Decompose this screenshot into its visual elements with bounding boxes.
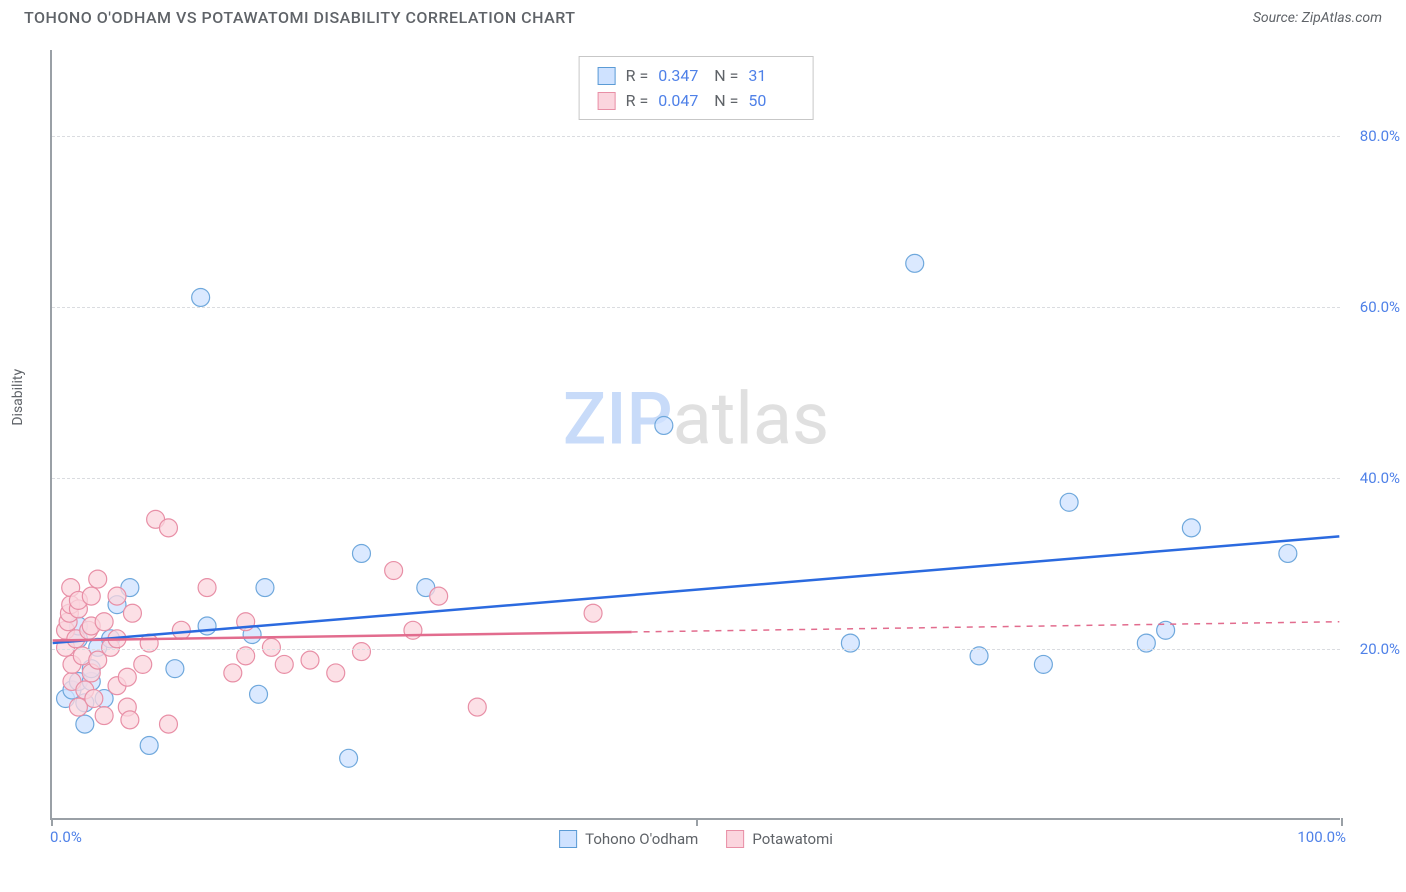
stat-label: R =: [626, 66, 649, 85]
data-point: [1182, 519, 1200, 537]
stats-box: R = 0.347 N = 31 R = 0.047 N = 50: [579, 56, 814, 120]
data-point: [159, 519, 177, 537]
data-point: [262, 638, 280, 656]
data-point: [166, 660, 184, 678]
data-point: [82, 587, 100, 605]
stat-label: N =: [714, 66, 738, 85]
data-point: [198, 579, 216, 597]
data-point: [172, 621, 190, 639]
data-point: [275, 655, 293, 673]
data-point: [123, 604, 141, 622]
legend-swatch: [559, 830, 577, 848]
data-point: [1034, 655, 1052, 673]
data-point: [159, 715, 177, 733]
plot-area: ZIPatlas R =0.347N =31R =0.047N =50 Toho…: [50, 50, 1340, 820]
gridline: [52, 649, 1340, 650]
data-point: [192, 288, 210, 306]
stat-label: N =: [714, 91, 738, 110]
y-tick-label: 40.0%: [1345, 469, 1400, 487]
data-point: [385, 562, 403, 580]
x-tick-label: 100.0%: [1297, 828, 1346, 846]
gridline: [52, 136, 1340, 137]
data-point: [121, 711, 139, 729]
y-axis-label: Disability: [10, 369, 26, 426]
data-point: [340, 749, 358, 767]
legend-swatch: [598, 92, 616, 110]
data-point: [906, 254, 924, 272]
chart-svg: [52, 50, 1340, 818]
x-tick-label: 0.0%: [50, 828, 82, 846]
gridline: [52, 307, 1340, 308]
stats-row: R = 0.347 N = 31: [598, 63, 795, 88]
stat-value: 31: [748, 66, 794, 85]
legend-item: Tohono O'odham: [559, 830, 698, 848]
data-point: [256, 579, 274, 597]
data-point: [352, 643, 370, 661]
data-point: [352, 544, 370, 562]
stat-label: R =: [626, 91, 649, 110]
gridline: [52, 478, 1340, 479]
data-point: [85, 690, 103, 708]
stat-value: 50: [748, 91, 794, 110]
data-point: [95, 613, 113, 631]
stat-value: 0.347: [658, 66, 704, 85]
trend-line: [53, 536, 1340, 643]
data-point: [224, 664, 242, 682]
data-point: [250, 685, 268, 703]
data-point: [1060, 493, 1078, 511]
data-point: [89, 570, 107, 588]
data-point: [95, 707, 113, 725]
legend-swatch: [598, 67, 616, 85]
bottom-legend: Tohono O'odham Potawatomi: [559, 830, 833, 848]
legend-label: Tohono O'odham: [585, 830, 698, 848]
x-tick-mark: [51, 818, 53, 826]
y-tick-label: 60.0%: [1345, 298, 1400, 316]
data-point: [1279, 544, 1297, 562]
legend-label: Potawatomi: [752, 830, 833, 848]
x-tick-mark: [1341, 818, 1343, 826]
data-point: [134, 655, 152, 673]
data-point: [198, 617, 216, 635]
trend-line-dashed: [632, 622, 1340, 632]
stat-value: 0.047: [658, 91, 704, 110]
data-point: [76, 715, 94, 733]
data-point: [301, 651, 319, 669]
source-attribution: Source: ZipAtlas.com: [1253, 10, 1382, 26]
data-point: [327, 664, 345, 682]
data-point: [430, 587, 448, 605]
x-tick-mark: [696, 818, 698, 826]
data-point: [118, 668, 136, 686]
data-point: [140, 736, 158, 754]
data-point: [404, 621, 422, 639]
data-point: [655, 416, 673, 434]
data-point: [584, 604, 602, 622]
y-tick-label: 20.0%: [1345, 640, 1400, 658]
legend-swatch: [726, 830, 744, 848]
legend-item: Potawatomi: [726, 830, 833, 848]
chart-title: TOHONO O'ODHAM VS POTAWATOMI DISABILITY …: [24, 8, 575, 27]
data-point: [108, 587, 126, 605]
y-tick-label: 80.0%: [1345, 127, 1400, 145]
stats-row: R = 0.047 N = 50: [598, 88, 795, 113]
data-point: [468, 698, 486, 716]
